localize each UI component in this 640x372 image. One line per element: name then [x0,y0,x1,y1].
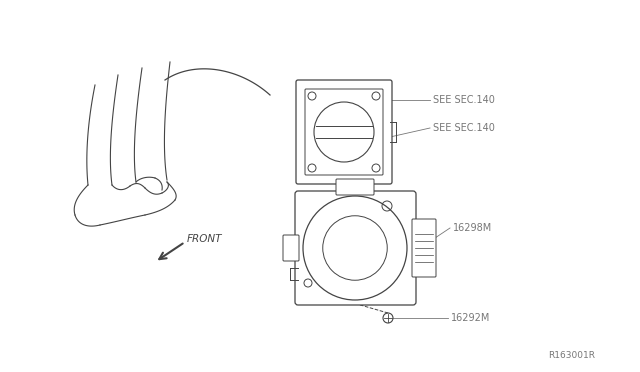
Text: SEE SEC.140: SEE SEC.140 [433,95,495,105]
FancyBboxPatch shape [283,235,299,261]
Text: SEE SEC.140: SEE SEC.140 [433,123,495,133]
FancyBboxPatch shape [295,191,416,305]
FancyBboxPatch shape [336,179,374,195]
Text: R163001R: R163001R [548,352,595,360]
Text: FRONT: FRONT [187,234,223,244]
FancyBboxPatch shape [305,89,383,175]
Text: 16292M: 16292M [451,313,490,323]
FancyBboxPatch shape [296,80,392,184]
Text: 16298M: 16298M [453,223,492,233]
FancyBboxPatch shape [412,219,436,277]
